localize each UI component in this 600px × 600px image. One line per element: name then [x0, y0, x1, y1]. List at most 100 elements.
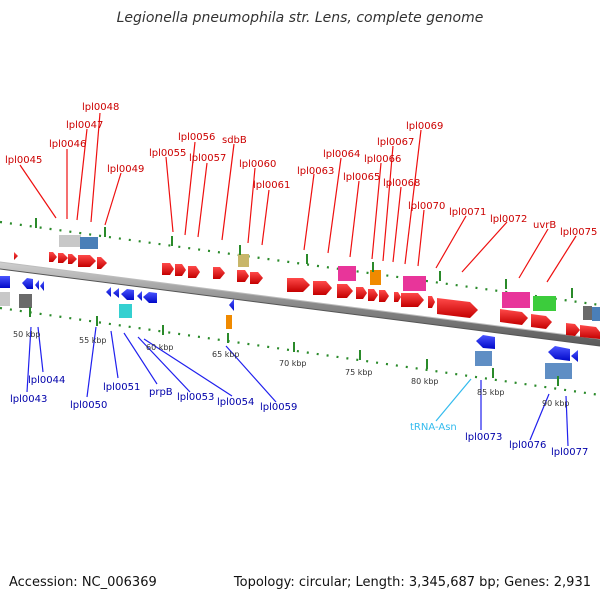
gene-label: lpl0061 — [253, 180, 290, 191]
forward-gene-arrow — [188, 266, 200, 278]
reverse-gene-arrow — [113, 288, 119, 298]
forward-gene-arrow — [49, 252, 57, 262]
reverse-gene-arrow — [35, 280, 39, 290]
scale-label: 65 kbp — [212, 350, 240, 359]
forward-gene-arrow — [213, 267, 225, 279]
forward-gene-labels: lpl0045 lpl0046 lpl0047 lpl0048 lpl0049 … — [5, 102, 597, 238]
forward-gene-arrow — [58, 253, 68, 263]
forward-gene-arrow — [368, 289, 378, 301]
gene-label: lpl0057 — [189, 153, 226, 164]
gene-label: lpl0075 — [560, 227, 597, 238]
gene-box-steelblue — [80, 237, 98, 249]
gene-box-lightgray — [59, 235, 81, 247]
page-title: Legionella pneumophila str. Lens, comple… — [116, 10, 484, 26]
gene-label: lpl0063 — [297, 166, 334, 177]
forward-gene-arrow — [531, 314, 552, 329]
gene-label: lpl0065 — [343, 172, 380, 183]
gene-box-steelblue — [545, 363, 572, 379]
genome-backbone — [0, 261, 600, 347]
reverse-gene-arrow — [229, 299, 234, 311]
reverse-gene-arrow — [121, 289, 134, 300]
gene-box-magenta — [403, 276, 426, 291]
scale-labels: 50 kbp 55 kbp 60 kbp 65 kbp 70 kbp 75 kb… — [13, 330, 570, 408]
gene-label: lpl0045 — [5, 155, 42, 166]
gene-box-lightgray — [0, 292, 10, 306]
gene-label: sdbB — [222, 135, 247, 146]
forward-gene-arrow — [437, 298, 478, 318]
label-leader-lines — [19, 112, 577, 447]
forward-gene-arrow — [175, 264, 186, 276]
gene-box-orange — [370, 270, 381, 285]
gene-label: lpl0056 — [178, 132, 215, 143]
forward-gene-arrow — [97, 257, 107, 269]
forward-gene-arrow — [337, 284, 353, 298]
gene-label: lpl0053 — [177, 392, 214, 403]
gene-label: prpB — [149, 387, 173, 398]
forward-gene-arrow — [14, 252, 18, 260]
gene-label: lpl0064 — [323, 149, 360, 160]
reverse-gene-arrow — [571, 350, 578, 362]
gene-label: tRNA-Asn — [410, 422, 457, 433]
reverse-gene-arrow — [40, 281, 44, 291]
forward-gene-arrow — [237, 270, 249, 282]
gene-label: lpl0043 — [10, 394, 47, 405]
scale-label: 80 kbp — [411, 377, 439, 386]
gene-label: lpl0059 — [260, 402, 297, 413]
gene-label: lpl0046 — [49, 139, 86, 150]
scale-label: 50 kbp — [13, 330, 41, 339]
gene-label: lpl0077 — [551, 447, 588, 458]
forward-gene-arrow — [500, 309, 528, 325]
gene-label: lpl0068 — [383, 178, 420, 189]
gene-label: lpl0069 — [406, 121, 443, 132]
forward-gene-arrow — [356, 287, 367, 299]
tick-track-outer — [0, 220, 600, 307]
reverse-gene-arrow — [0, 276, 10, 288]
gene-label: lpl0071 — [449, 207, 486, 218]
gene-box-green — [533, 296, 556, 311]
gene-label: lpl0072 — [490, 214, 527, 225]
gene-label: lpl0066 — [364, 154, 401, 165]
major-ticks — [29, 218, 573, 386]
forward-gene-arrow — [428, 296, 435, 308]
scale-label: 60 kbp — [146, 343, 174, 352]
gene-label: lpl0044 — [28, 375, 65, 386]
topology-text: Topology: circular; Length: 3,345,687 bp… — [233, 575, 591, 590]
gene-label: lpl0070 — [408, 201, 445, 212]
gene-box-darkgray — [19, 294, 32, 308]
forward-gene-arrow — [162, 263, 174, 275]
forward-gene-arrow — [379, 290, 389, 302]
forward-gene-arrow — [313, 281, 332, 295]
gene-box-orange — [226, 315, 232, 329]
forward-gene-arrow — [287, 278, 310, 292]
gene-box-steelblue — [592, 307, 600, 321]
reverse-gene-arrow — [476, 335, 495, 349]
reverse-gene-arrow — [22, 278, 33, 289]
scale-label: 55 kbp — [79, 336, 107, 345]
accession-text: Accession: NC_006369 — [9, 575, 157, 590]
gene-label: lpl0050 — [70, 400, 107, 411]
gene-box-magenta — [502, 292, 530, 308]
gene-box-steelblue — [475, 351, 492, 366]
gene-box-cyan — [119, 304, 132, 318]
gene-label: lpl0048 — [82, 102, 119, 113]
tick-tracks — [0, 220, 600, 397]
forward-gene-arrow — [401, 293, 424, 307]
forward-gene-arrow — [566, 323, 580, 336]
reverse-gene-arrow — [137, 291, 142, 301]
gene-label: lpl0047 — [66, 120, 103, 131]
gene-box-darkgray — [583, 306, 592, 320]
gene-box-magenta — [338, 266, 356, 281]
scale-label: 70 kbp — [279, 359, 307, 368]
gene-label: lpl0076 — [509, 440, 546, 451]
reverse-gene-labels: lpl0043 lpl0044 lpl0050 lpl0051 prpB lpl… — [10, 375, 588, 458]
reverse-strand-features — [0, 276, 578, 379]
forward-gene-arrow — [68, 254, 77, 264]
forward-gene-arrow — [78, 255, 96, 267]
scale-label: 90 kbp — [542, 399, 570, 408]
forward-gene-arrow — [250, 272, 263, 284]
tick-track-inner — [0, 306, 600, 397]
reverse-gene-arrow — [548, 346, 570, 361]
forward-gene-arrow — [394, 292, 401, 302]
gene-label: uvrB — [533, 220, 556, 231]
gene-label: lpl0073 — [465, 432, 502, 443]
